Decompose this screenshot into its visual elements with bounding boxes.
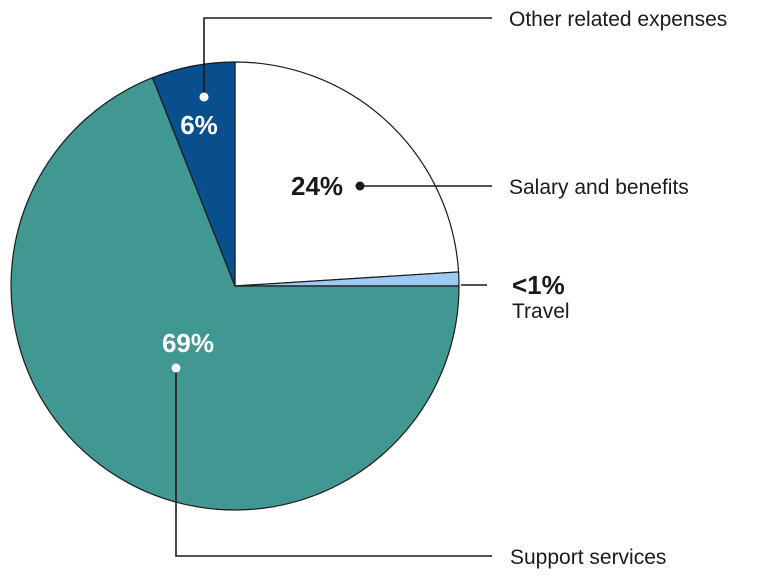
leader-line-support-services xyxy=(175,368,492,557)
pie-slice-salary-and-benefits xyxy=(234,61,460,287)
pie-slice-other-related-expenses xyxy=(151,61,236,287)
leader-line-other-related-expenses xyxy=(203,17,492,97)
slice-name-label-salary-and-benefits: Salary and benefits xyxy=(509,176,689,199)
leader-dot-salary-and-benefits xyxy=(355,181,365,191)
leader-dot-other-related-expenses xyxy=(199,92,209,102)
slice-value-label-support-services: 69% xyxy=(162,328,214,358)
slice-value-label-salary-and-benefits: 24% xyxy=(291,171,343,201)
pie-slices xyxy=(10,61,460,511)
pie-slice-support-services xyxy=(10,76,460,511)
leader-dot-support-services xyxy=(171,363,181,373)
slice-value-label-other-related-expenses: 6% xyxy=(180,110,218,140)
slice-name-label-other-related-expenses: Other related expenses xyxy=(509,8,727,31)
slice-name-label-travel: Travel xyxy=(512,300,570,323)
slice-name-label-support-services: Support services xyxy=(510,546,666,569)
slice-value-label-travel: <1% xyxy=(512,270,565,300)
